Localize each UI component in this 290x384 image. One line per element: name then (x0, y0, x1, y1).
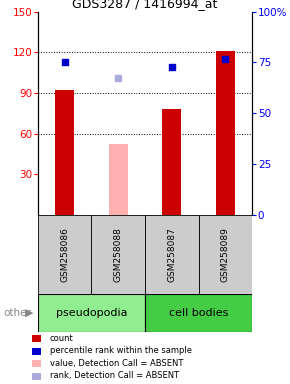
Text: rank, Detection Call = ABSENT: rank, Detection Call = ABSENT (50, 371, 179, 380)
Text: pseudopodia: pseudopodia (56, 308, 127, 318)
Text: GSM258088: GSM258088 (114, 227, 123, 282)
Text: cell bodies: cell bodies (169, 308, 228, 318)
Bar (32, 360, 41, 367)
Point (116, 75, 121, 81)
Bar (109, 144, 128, 215)
Text: percentile rank within the sample: percentile rank within the sample (50, 346, 192, 355)
Text: count: count (50, 334, 74, 343)
Text: other: other (3, 308, 31, 318)
Text: GSM258087: GSM258087 (167, 227, 176, 282)
Point (223, 56, 228, 62)
Bar (32, 348, 41, 355)
Text: value, Detection Call = ABSENT: value, Detection Call = ABSENT (50, 359, 183, 368)
Bar (32, 335, 41, 342)
Bar (162, 109, 181, 215)
Bar (145, 215, 199, 294)
Text: GSM258089: GSM258089 (221, 227, 230, 282)
Bar (32, 373, 41, 379)
Bar (145, 294, 252, 332)
Text: GSM258086: GSM258086 (60, 227, 69, 282)
Bar (216, 51, 235, 215)
Bar (38, 215, 91, 294)
Bar (55, 90, 74, 215)
Title: GDS3287 / 1416994_at: GDS3287 / 1416994_at (72, 0, 218, 10)
Bar (38, 294, 145, 332)
Point (169, 64, 174, 70)
Bar (91, 215, 145, 294)
Text: ▶: ▶ (25, 308, 33, 318)
Point (62, 59, 67, 65)
Bar (199, 215, 252, 294)
